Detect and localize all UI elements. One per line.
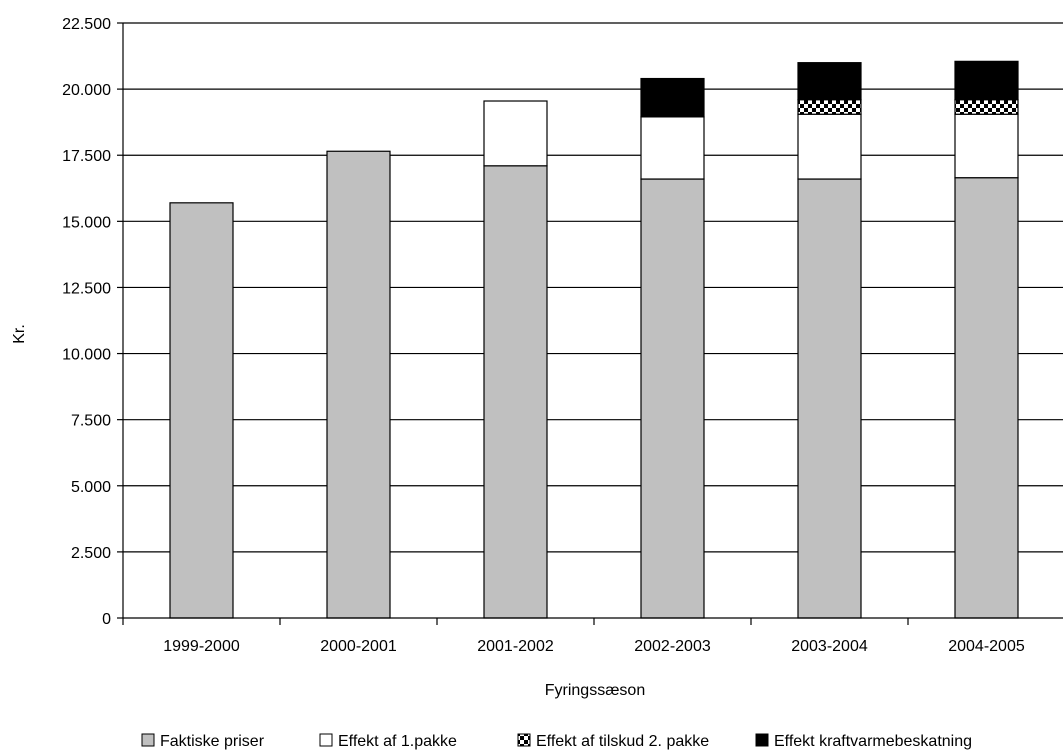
bar-segment-2 (483, 100, 548, 167)
bar-segment-1 (954, 177, 1019, 619)
bar-segment-4 (640, 77, 705, 118)
x-axis-title: Fyringssæson (545, 682, 645, 699)
y-tick-label: 0 (102, 611, 111, 628)
y-tick-label: 5.000 (71, 479, 111, 496)
legend-swatch-1 (141, 733, 155, 747)
y-tick-labels: 0 2.500 5.000 7.500 10.000 12.500 15.000 17.500… (62, 16, 111, 628)
y-tick-label: 22.500 (62, 16, 111, 33)
legend-label-1: Faktiske priser (160, 733, 265, 750)
bar-segment-2 (797, 113, 862, 180)
x-tick-label: 2003-2004 (791, 638, 868, 655)
y-tick-label: 10.000 (62, 347, 111, 364)
y-tick-label: 20.000 (62, 82, 111, 99)
bar-segment-1 (326, 150, 391, 619)
bar-segment-4 (954, 60, 1019, 101)
legend-label-3: Effekt af tilskud 2. pakke (536, 733, 709, 750)
x-tick-labels: 1999-2000 2000-2001 2001-2002 2002-2003 2003… (163, 638, 1025, 655)
x-tick-label: 2004-2005 (948, 638, 1025, 655)
y-axis-title: Kr. (11, 324, 28, 344)
x-tick-label: 2000-2001 (320, 638, 397, 655)
bar-segment-1 (797, 178, 862, 619)
y-tick-label: 2.500 (71, 545, 111, 562)
y-tick-label: 12.500 (62, 280, 111, 297)
y-tick-label: 7.500 (71, 413, 111, 430)
bar-segment-3 (797, 99, 862, 115)
bar-segment-2 (954, 113, 1019, 179)
bars (169, 60, 1019, 619)
legend-swatch-2 (319, 733, 333, 747)
legend-swatch-4 (755, 733, 769, 747)
bar-segment-3 (954, 99, 1019, 115)
legend-label-2: Effekt af 1.pakke (338, 733, 457, 750)
bar-segment-1 (483, 165, 548, 619)
y-tick-label: 17.500 (62, 148, 111, 165)
bar-segment-4 (797, 62, 862, 101)
bar-segment-1 (169, 202, 234, 619)
x-tick-label: 2002-2003 (634, 638, 711, 655)
bar-segment-1 (640, 178, 705, 619)
legend-swatch-3 (517, 733, 531, 747)
y-tick-label: 15.000 (62, 214, 111, 231)
x-tick-label: 1999-2000 (163, 638, 240, 655)
axes (117, 22, 1063, 625)
gridlines (123, 22, 1063, 553)
legend-label-4: Effekt kraftvarmebeskatning (774, 733, 972, 750)
x-tick-label: 2001-2002 (477, 638, 554, 655)
bar-segment-2 (640, 116, 705, 180)
legend: Faktiske priser Effekt af 1.pakke Effekt a… (141, 733, 972, 750)
